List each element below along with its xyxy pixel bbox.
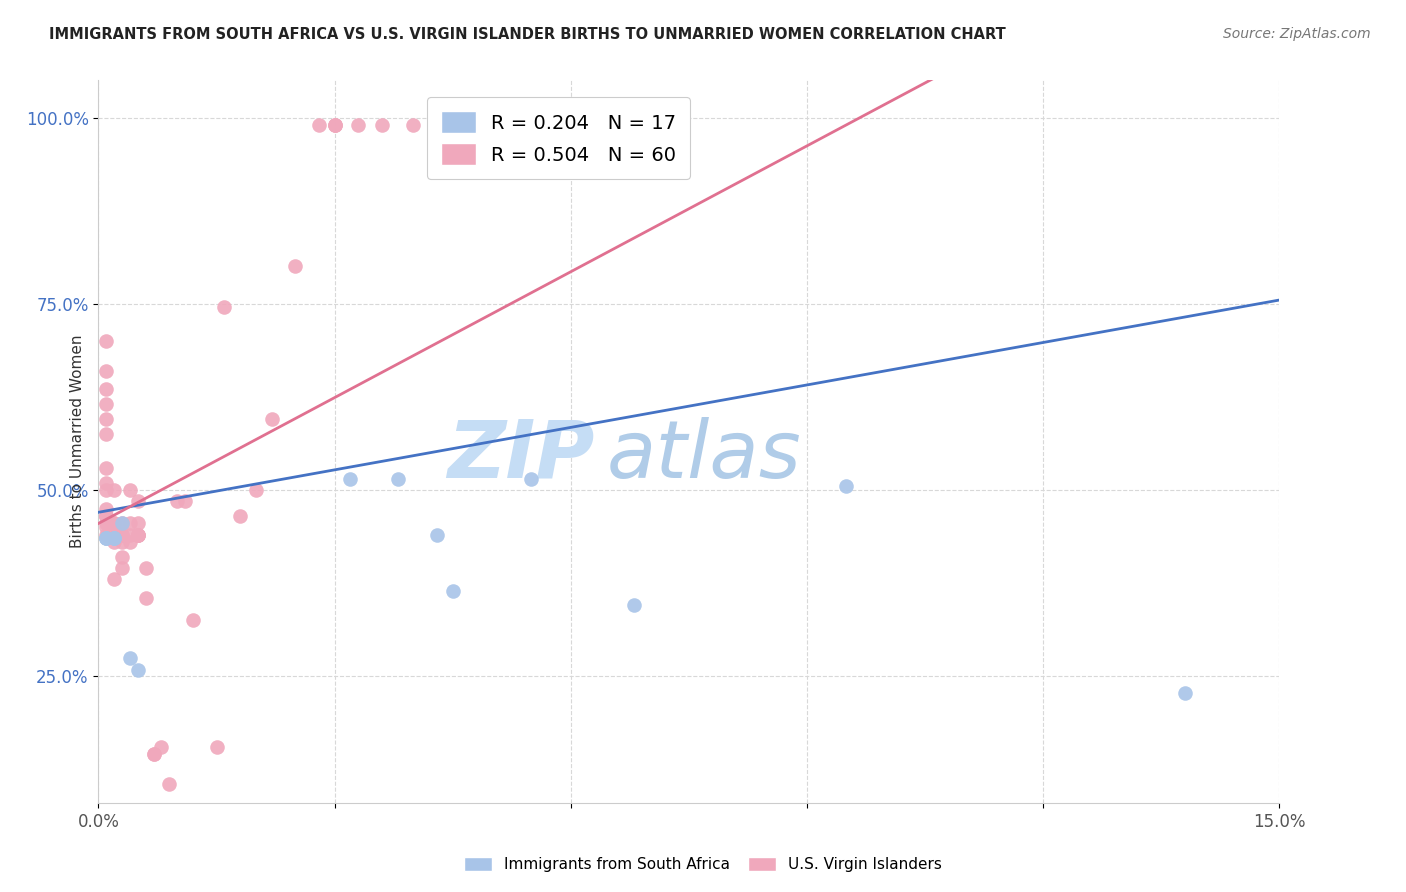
Point [127, 527, 149, 541]
Text: ZIP: ZIP [447, 417, 595, 495]
Point [103, 516, 125, 531]
Point [260, 412, 283, 426]
Point [402, 118, 425, 132]
Point [347, 118, 370, 132]
Point [118, 516, 141, 531]
Point [96, 501, 118, 516]
Point [214, 301, 236, 315]
Point [835, 479, 858, 493]
Point [103, 532, 125, 546]
Point [96, 509, 118, 524]
Point [520, 472, 543, 486]
Point [111, 527, 134, 541]
Point [339, 472, 361, 486]
Point [308, 118, 330, 132]
Point [96, 427, 118, 442]
Point [371, 118, 394, 132]
Point [127, 527, 149, 541]
Point [111, 516, 134, 531]
Point [96, 509, 118, 524]
Point [103, 532, 125, 546]
Legend: R = 0.204   N = 17, R = 0.504   N = 60: R = 0.204 N = 17, R = 0.504 N = 60 [427, 97, 690, 179]
Point [623, 599, 645, 613]
Point [96, 483, 118, 497]
Y-axis label: Births to Unmarried Women: Births to Unmarried Women [69, 334, 84, 549]
Point [127, 527, 149, 541]
Point [96, 475, 118, 490]
Point [96, 516, 118, 531]
Point [96, 532, 118, 546]
Point [1174, 685, 1197, 699]
Point [103, 527, 125, 541]
Point [284, 260, 307, 274]
Point [96, 364, 118, 378]
Point [181, 613, 204, 627]
Point [96, 520, 118, 534]
Text: IMMIGRANTS FROM SOUTH AFRICA VS U.S. VIRGIN ISLANDER BIRTHS TO UNMARRIED WOMEN C: IMMIGRANTS FROM SOUTH AFRICA VS U.S. VIR… [49, 27, 1005, 42]
Point [96, 532, 118, 546]
Point [323, 118, 346, 132]
Point [323, 118, 346, 132]
Point [118, 535, 141, 549]
Point [142, 747, 165, 762]
Point [150, 739, 173, 754]
Point [111, 516, 134, 531]
Point [111, 527, 134, 541]
Point [96, 383, 118, 397]
Point [103, 483, 125, 497]
Point [96, 460, 118, 475]
Point [96, 397, 118, 411]
Point [96, 509, 118, 524]
Point [245, 483, 267, 497]
Point [205, 739, 228, 754]
Point [103, 516, 125, 531]
Point [127, 494, 149, 508]
Point [323, 118, 346, 132]
Point [96, 334, 118, 348]
Point [103, 572, 125, 586]
Point [111, 549, 134, 564]
Text: Source: ZipAtlas.com: Source: ZipAtlas.com [1223, 27, 1371, 41]
Point [174, 494, 197, 508]
Legend: Immigrants from South Africa, U.S. Virgin Islanders: Immigrants from South Africa, U.S. Virgi… [457, 849, 949, 880]
Point [387, 472, 409, 486]
Point [111, 535, 134, 549]
Point [441, 583, 464, 598]
Point [96, 412, 118, 426]
Point [127, 516, 149, 531]
Point [96, 527, 118, 541]
Point [426, 527, 449, 541]
Point [127, 527, 149, 541]
Point [111, 561, 134, 575]
Point [118, 483, 141, 497]
Point [135, 561, 157, 575]
Point [118, 527, 141, 541]
Text: atlas: atlas [606, 417, 801, 495]
Point [142, 747, 165, 762]
Point [157, 777, 180, 791]
Point [118, 650, 141, 665]
Point [127, 663, 149, 677]
Point [229, 509, 252, 524]
Point [166, 494, 188, 508]
Point [96, 532, 118, 546]
Point [103, 535, 125, 549]
Point [103, 532, 125, 546]
Point [135, 591, 157, 605]
